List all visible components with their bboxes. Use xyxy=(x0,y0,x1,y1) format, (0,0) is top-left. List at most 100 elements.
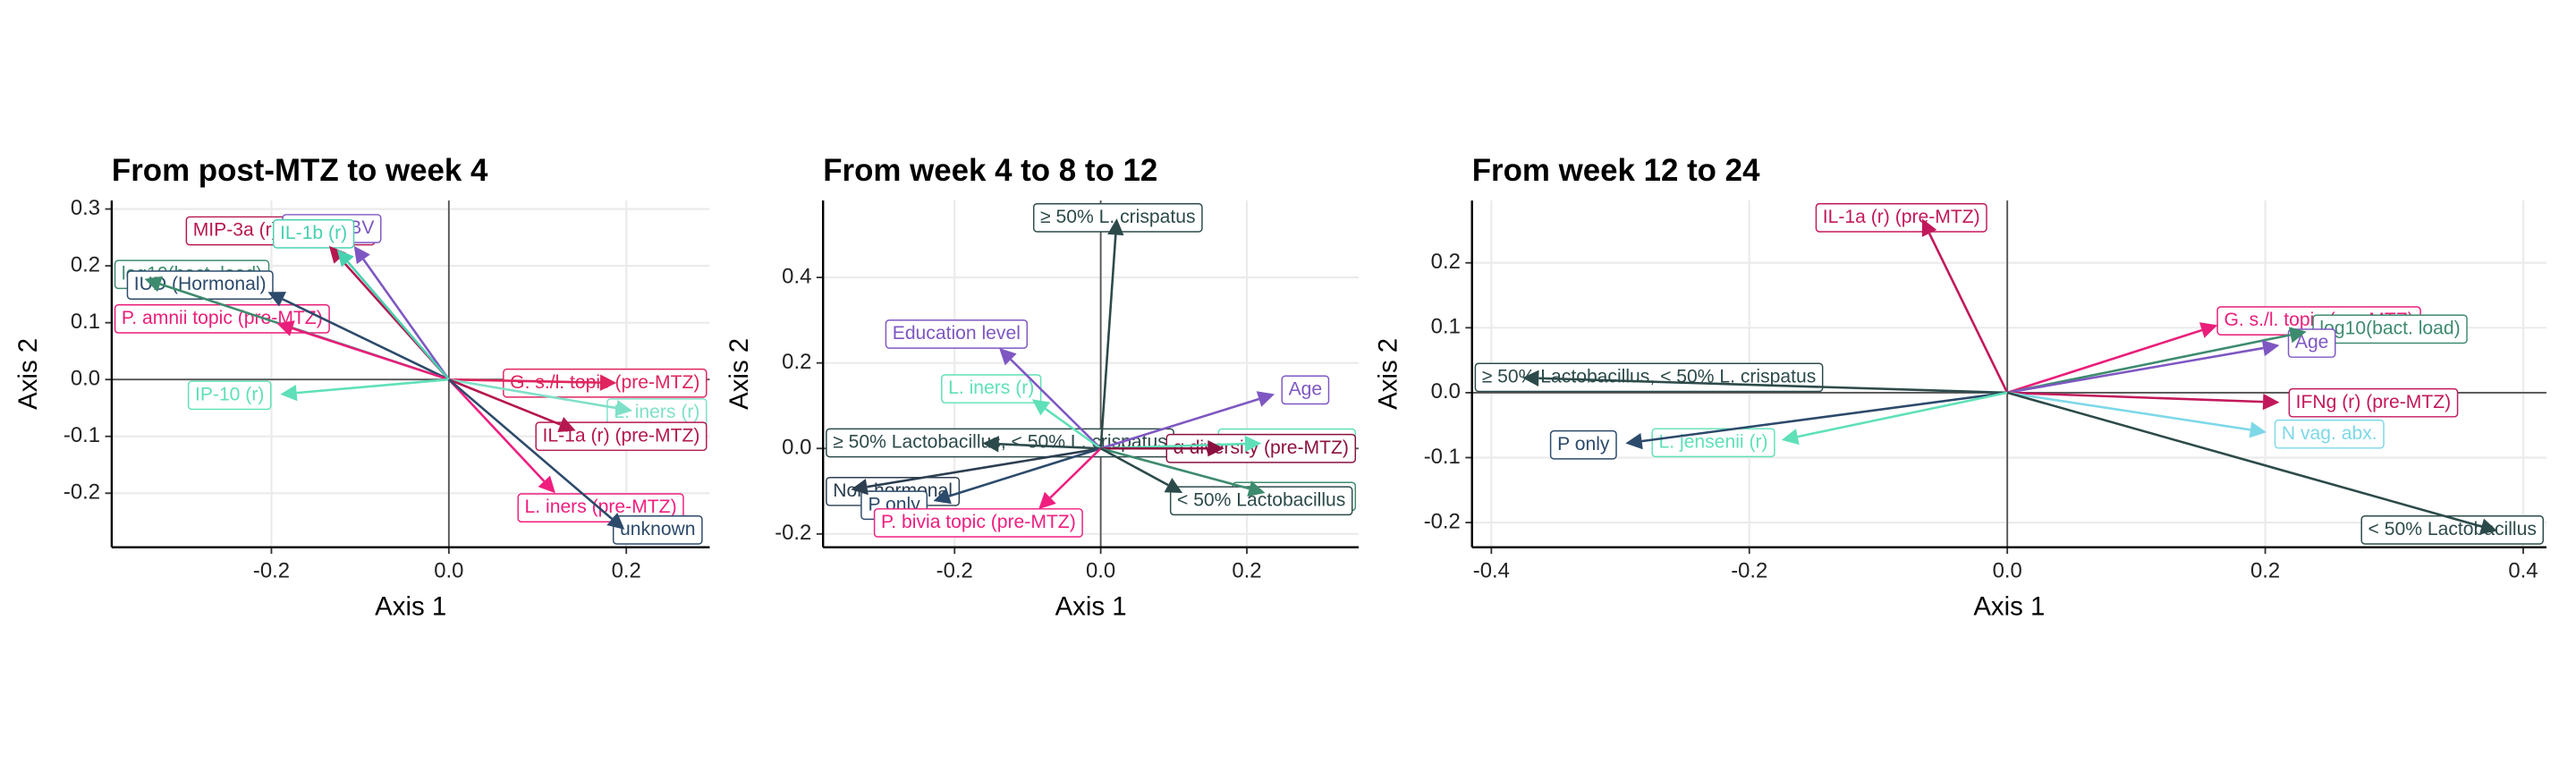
arrow-head xyxy=(606,513,625,530)
arrow-head xyxy=(933,488,952,505)
arrow-head xyxy=(1256,391,1275,407)
arrow-shaft xyxy=(948,447,1102,497)
label-text: Education level xyxy=(893,323,1021,344)
arrow-shaft xyxy=(1641,391,2008,443)
arrow-head xyxy=(2249,421,2267,438)
label-text: N vag. abx. xyxy=(2282,423,2377,444)
label-box xyxy=(272,219,355,249)
y-tick-label: -0.2 xyxy=(64,480,100,505)
x-tick-label: -0.4 xyxy=(1473,558,1510,582)
arrow-shaft xyxy=(1010,358,1102,450)
label-text: IP-10 (r) xyxy=(195,384,264,404)
label-text: P. bivia topic (pre-MTZ) xyxy=(881,512,1076,532)
label-text: P only xyxy=(1557,434,1610,454)
x-tick-label: 0.0 xyxy=(1993,558,2022,582)
arrow-head xyxy=(614,400,633,417)
arrow-head xyxy=(851,479,869,496)
arrow-head xyxy=(1625,432,1643,450)
y-tick-label: 0.2 xyxy=(71,252,100,276)
arrow-shaft xyxy=(346,260,450,381)
label-box xyxy=(2288,387,2459,418)
panel-title: From post-MTZ to week 4 xyxy=(112,153,488,188)
labels: IL-1a (r) (pre-MTZ)G. s./l. topic (pre-M… xyxy=(1474,203,2544,545)
arrow-shaft xyxy=(1928,233,2009,394)
arrow-label: N vag. abx. xyxy=(2274,419,2385,449)
arrow-label: IUD (Hormonal) xyxy=(126,270,274,300)
arrow-head xyxy=(2261,340,2280,357)
arrow-shaft xyxy=(282,298,450,381)
panel-title: From week 12 to 24 xyxy=(1472,153,1760,188)
arrow-head xyxy=(144,276,163,293)
arrow-shaft xyxy=(2006,346,2264,395)
arrow-head xyxy=(1921,218,1937,237)
x-tick-label: 0.2 xyxy=(2250,558,2280,582)
y-tick-label: 0.2 xyxy=(1431,250,1461,274)
arrow-label: L. iners (r) xyxy=(606,398,708,428)
label-text: log10(bact. load) xyxy=(2319,318,2460,338)
arrow-shaft xyxy=(867,446,1101,488)
arrow-label: < 50% Lactobacillus xyxy=(1169,486,1353,516)
labels: log10(bact. load)IUD (Hormonal)P. amnii … xyxy=(114,214,708,545)
x-axis-label: Axis 1 xyxy=(1055,591,1127,621)
x-tick-label: -0.2 xyxy=(1731,558,1767,582)
arrow-shaft xyxy=(2006,334,2291,395)
arrow-shaft xyxy=(448,378,614,520)
arrow-shaft xyxy=(292,327,450,381)
y-tick-label: 0.4 xyxy=(782,264,811,288)
arrow-shaft xyxy=(1100,397,1259,450)
label-text: IL-1b (r) xyxy=(280,223,347,243)
arrow-shaft xyxy=(447,378,546,482)
panel: From week 12 to 24 -0.4 -0.2 0.0 0.2 0.4 -0.2 -… xyxy=(1374,153,2546,621)
panel: From week 4 to 8 to 12 -0.2 0.0 0.2 -0.2 0.0 0… xyxy=(724,153,1359,621)
arrow-shaft xyxy=(2007,391,2264,403)
arrow-head xyxy=(2479,518,2498,535)
arrow-label: P only xyxy=(1549,429,1617,460)
arrow-head xyxy=(276,320,295,336)
arrow-label: L. iners (r) xyxy=(941,374,1042,403)
panel-title: From week 4 to 8 to 12 xyxy=(823,153,1157,188)
label-box xyxy=(1549,429,1617,460)
arrow-label: IFNg (r) (pre-MTZ) xyxy=(2288,387,2459,418)
y-tick-label: 0.0 xyxy=(71,367,100,391)
labels: ≥ 50% L. crispatus Education level L. iner… xyxy=(826,203,1357,538)
arrow-label: unknown xyxy=(612,515,703,545)
arrow-head xyxy=(353,245,370,265)
arrow-shaft xyxy=(362,259,450,380)
arrow-shaft xyxy=(1099,234,1117,449)
arrow-label: IL-1a (r) (pre-MTZ) xyxy=(535,421,708,452)
arrow-head xyxy=(328,245,347,264)
x-tick-label: 0.4 xyxy=(2508,558,2538,582)
x-tick-label: -0.2 xyxy=(253,558,290,582)
label-text: IFNg (r) (pre-MTZ) xyxy=(2296,392,2452,412)
arrow-shaft xyxy=(2006,391,2482,528)
label-box xyxy=(1281,375,1330,405)
arrow-head xyxy=(538,475,555,494)
label-box xyxy=(535,421,708,452)
y-axis-label: Axis 2 xyxy=(1374,338,1403,410)
arrow-head xyxy=(336,249,354,268)
arrow-shaft xyxy=(1100,447,1169,487)
label-text: < 50% Lactobacillus xyxy=(1177,489,1345,510)
arrow-shaft xyxy=(2006,391,2251,431)
label-text: P. amnii topic (pre-MTZ) xyxy=(122,308,323,328)
arrow-label: P. bivia topic (pre-MTZ) xyxy=(873,508,1083,538)
label-text: IUD (Hormonal) xyxy=(134,274,267,294)
x-tick-label: 0.0 xyxy=(1086,558,1115,582)
label-text: IL-1a (r) (pre-MTZ) xyxy=(543,425,700,446)
arrow-head xyxy=(557,417,576,433)
arrow-label: < 50% Lactobacillus xyxy=(2360,515,2544,545)
arrow-head xyxy=(982,436,1000,453)
label-box xyxy=(187,380,272,411)
x-axis-label: Axis 1 xyxy=(1973,591,2045,621)
label-box xyxy=(1169,486,1353,516)
label-box xyxy=(873,508,1083,538)
arrow-head xyxy=(1781,429,1800,446)
x-tick-label: 0.0 xyxy=(434,558,463,582)
arrow-shaft xyxy=(2006,328,2203,395)
y-tick-label: -0.2 xyxy=(1424,509,1461,533)
label-box xyxy=(885,319,1029,349)
label-text: Age xyxy=(2295,332,2329,353)
arrow-shaft xyxy=(448,378,562,426)
y-tick-label: -0.1 xyxy=(64,423,100,447)
y-tick-label: 0.0 xyxy=(782,436,811,460)
